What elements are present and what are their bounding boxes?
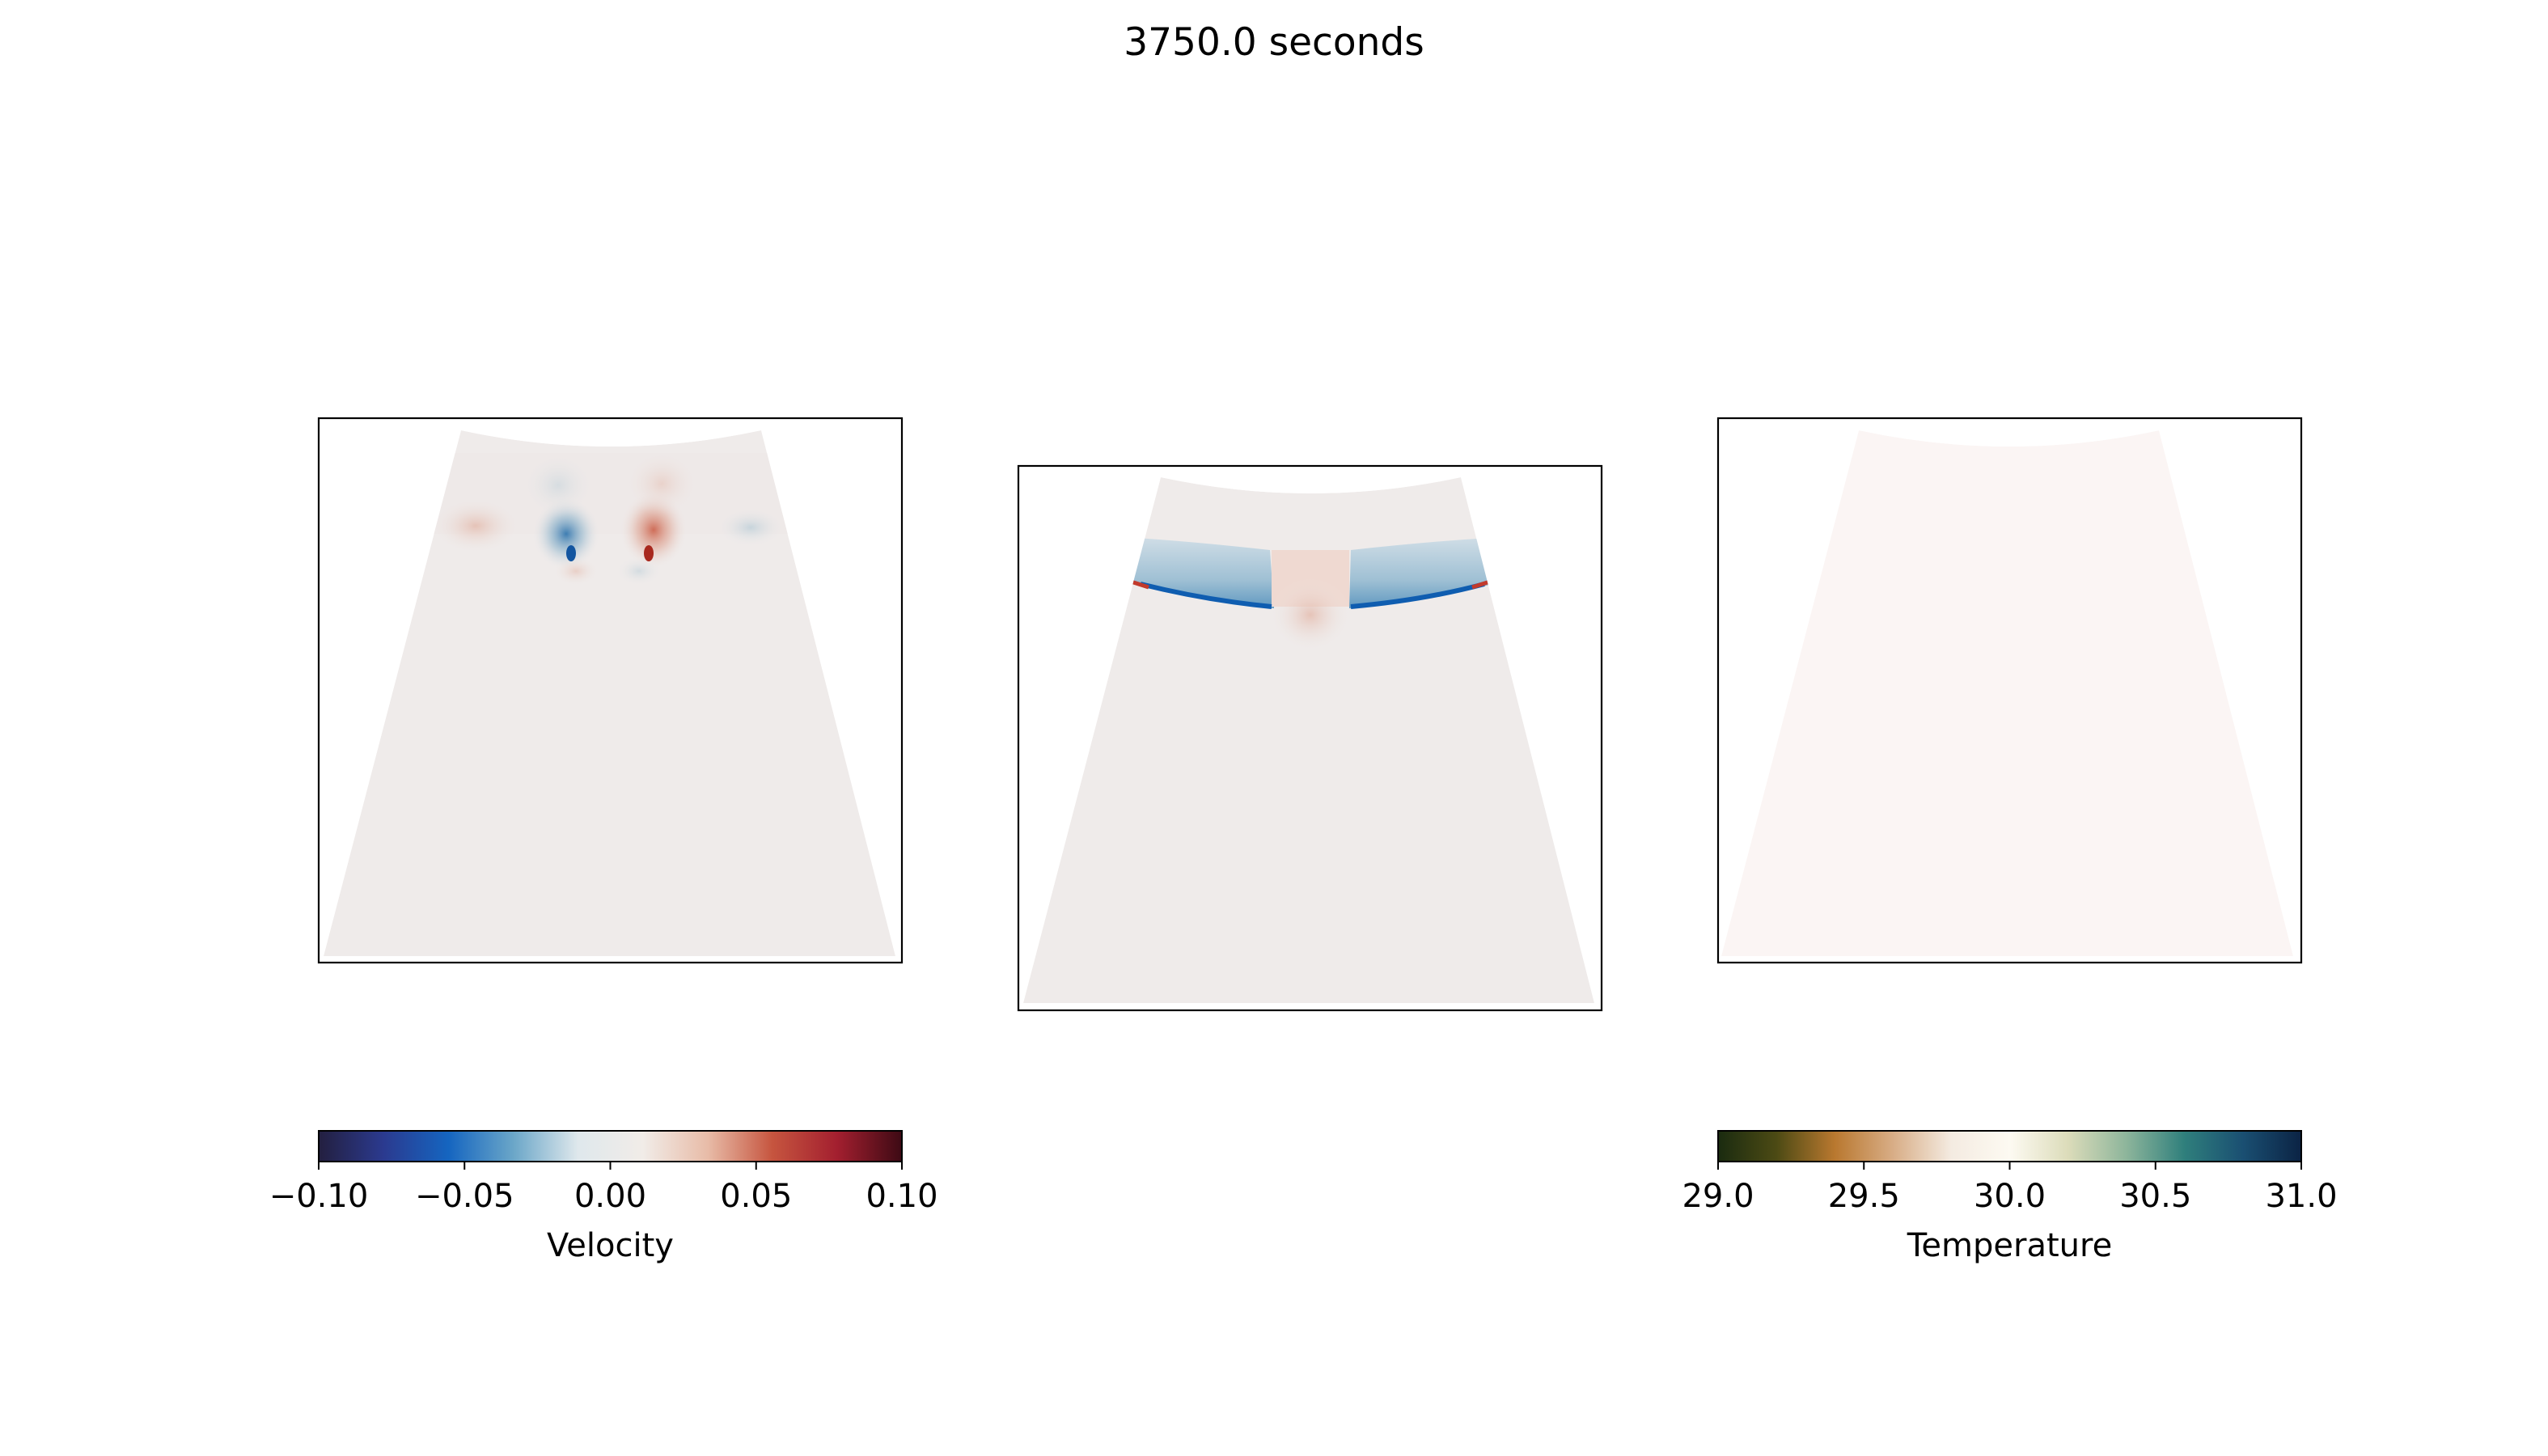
velocity-colorbar-tick-label: −0.05 [415,1178,514,1215]
right-domain [1721,430,2293,956]
middle-axes-frame [1017,464,1603,1012]
temperature-colorbar-gradient [1717,1130,2302,1162]
temperature-colorbar-ticks: 29.0 29.5 30.0 30.5 31.0 [1682,1162,2338,1215]
temperature-colorbar-tick-label: 29.0 [1682,1178,1754,1215]
velocity-colorbar-label: Velocity [547,1227,674,1264]
temperature-colorbar-tick-label: 30.5 [2119,1178,2191,1215]
middle-blue-edge-right [1350,582,1485,609]
right-axes-frame [1716,417,2303,964]
figure-title: 3750.0 seconds [1124,20,1424,65]
velocity-colorbar-tick-label: 0.00 [574,1178,646,1215]
middle-blue-edge-left [1140,582,1272,609]
temperature-colorbar-tick-label: 29.5 [1828,1178,1900,1215]
velocity-colorbar-ticks: −0.10 −0.05 0.00 0.05 0.10 [269,1162,938,1215]
temperature-colorbar-label: Temperature [1907,1227,2112,1264]
middle-panel [1017,464,1603,1012]
velocity-colorbar: −0.10 −0.05 0.00 0.05 0.10 Velocity [269,1130,938,1264]
left-axes-frame [317,417,904,964]
temperature-colorbar-tick-label: 30.0 [1974,1178,2046,1215]
left-domain [324,430,895,956]
temperature-colorbar: 29.0 29.5 30.0 30.5 31.0 Temperature [1682,1130,2338,1264]
middle-domain [1023,477,1594,1003]
left-red-anomaly [431,498,520,553]
left-panel [317,417,904,964]
velocity-colorbar-gradient [318,1130,903,1162]
velocity-colorbar-tick-label: 0.05 [720,1178,792,1215]
right-panel [1716,417,2303,964]
left-blue-anomaly-2 [717,508,785,547]
velocity-colorbar-tick-label: 0.10 [866,1178,938,1215]
temperature-colorbar-tick-label: 31.0 [2265,1178,2337,1215]
velocity-colorbar-tick-label: −0.10 [269,1178,369,1215]
